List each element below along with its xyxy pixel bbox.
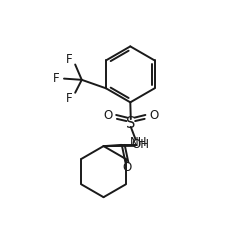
Text: O: O	[103, 109, 112, 122]
Text: O: O	[149, 109, 158, 122]
Text: NH: NH	[130, 137, 148, 149]
Text: OH: OH	[132, 138, 150, 151]
Text: S: S	[126, 116, 136, 130]
Text: O: O	[123, 161, 132, 174]
Text: F: F	[52, 72, 59, 85]
Text: F: F	[65, 53, 72, 66]
Text: F: F	[65, 92, 72, 105]
